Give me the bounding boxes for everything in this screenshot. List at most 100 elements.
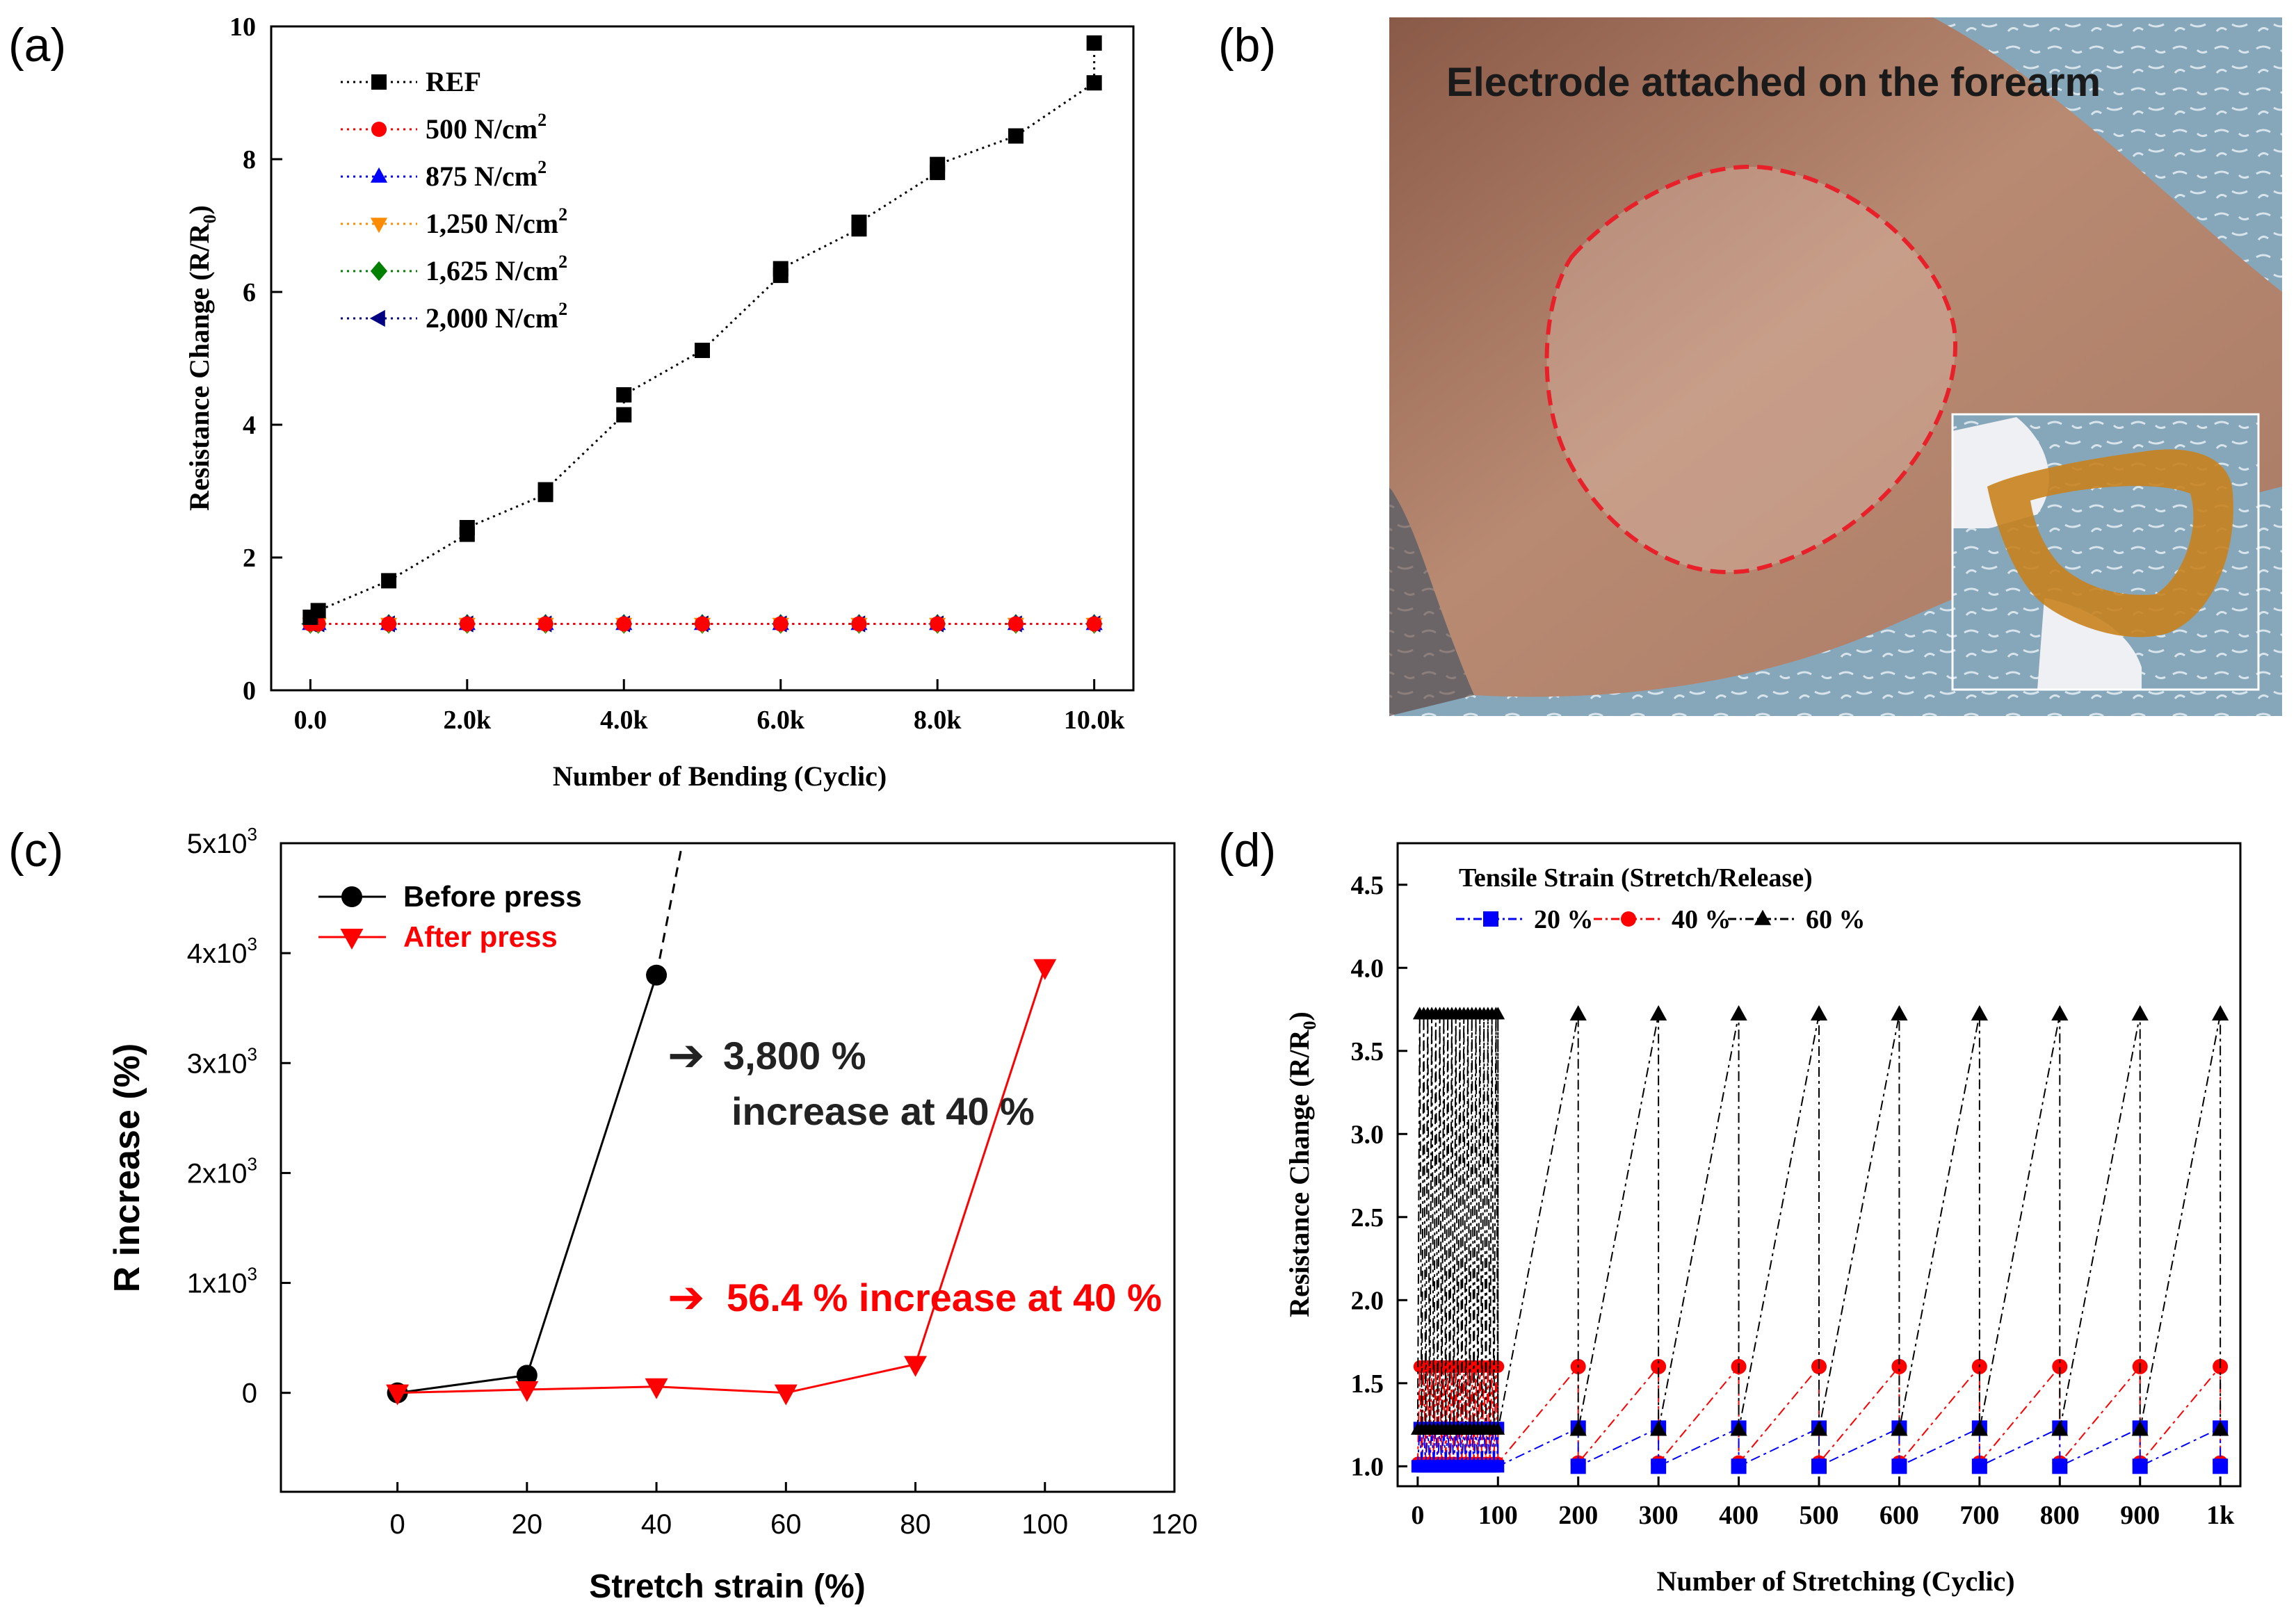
y-tick-label: 10 (229, 13, 256, 42)
data-point (1569, 1420, 1587, 1436)
y-tick-label: 1x103 (187, 1264, 257, 1299)
series-line (397, 975, 658, 1394)
legend-title: Tensile Strain (Stretch/Release) (1459, 863, 1813, 893)
plot-frame (270, 25, 1135, 692)
y-tick-label: 4.5 (1351, 871, 1384, 900)
data-point (616, 616, 632, 632)
data-point (381, 616, 397, 632)
data-point (1730, 1004, 1747, 1020)
data-point (773, 616, 789, 632)
legend-marker (1754, 909, 1772, 925)
legend-label: After press (403, 920, 558, 953)
legend-label: REF (426, 66, 481, 97)
x-tick-label: 600 (1879, 1501, 1919, 1530)
data-point (1730, 1420, 1747, 1436)
x-tick-label: 0 (389, 1509, 405, 1540)
photo-caption: Electrode attached on the forearm (1446, 60, 2101, 105)
legend-marker (369, 309, 385, 327)
y-tick-label: 0 (242, 1378, 257, 1409)
data-point (646, 964, 668, 986)
data-point (1971, 1420, 1988, 1436)
x-tick-label: 700 (1959, 1501, 1999, 1530)
y-tick-label: 5x103 (187, 824, 257, 859)
legend-marker (1621, 911, 1636, 927)
data-point (1891, 1004, 1908, 1020)
data-point (2213, 1458, 2229, 1474)
y-tick-label: 4x103 (187, 934, 257, 969)
x-tick-label: 8.0k (914, 706, 962, 735)
y-axis-label: R increase (%) (107, 1043, 147, 1292)
legend-label: 60 % (1806, 905, 1866, 934)
legend: Before press After press (318, 880, 582, 953)
x-tick-label: 60 (770, 1509, 802, 1540)
y-tick-label: 1.0 (1351, 1452, 1384, 1481)
series-line (1416, 1014, 2222, 1430)
data-point (1651, 1358, 1667, 1374)
data-point (2212, 1004, 2229, 1020)
data-point (1971, 1458, 1987, 1474)
x-tick-label: 500 (1800, 1501, 1839, 1530)
x-tick-label: 120 (1151, 1509, 1198, 1540)
data-point (2212, 1420, 2229, 1436)
data-point (1491, 1007, 1505, 1020)
panel-label-d: (d) (1218, 824, 1276, 877)
data-point (930, 616, 946, 632)
data-point (1891, 1458, 1907, 1474)
y-axis-label: Resistance Change (R/R0) (184, 205, 220, 511)
annotation-before: ➔ 3,800 % increase at 40 % (668, 1030, 1035, 1133)
data-point (851, 214, 867, 230)
data-point (904, 1356, 928, 1377)
data-point (2131, 1004, 2149, 1020)
x-tick-label: 300 (1639, 1501, 1679, 1530)
series-500-n-cm (302, 616, 1102, 632)
y-axis-label: Resistance Change (R/R0) (1284, 1011, 1320, 1317)
extrapolation-line (655, 843, 684, 976)
legend-marker (340, 929, 364, 950)
stretch-strain-chart: 0 20 40 60 80 100 120 0 1x103 2x103 3x103 4x103 5x1… (107, 824, 1197, 1605)
data-point (1570, 1458, 1586, 1474)
y-tick-label: 0 (243, 676, 256, 706)
data-point (1491, 1422, 1505, 1435)
data-point (2052, 1358, 2068, 1374)
inset-border (1951, 413, 2260, 691)
forearm-photo: Electrode attached on the forearm (1389, 17, 2282, 716)
annotation-arrow-before: ➔ (668, 1030, 705, 1080)
data-point (459, 520, 475, 536)
y-tick-label: 1.5 (1351, 1369, 1384, 1399)
x-tick-label: 0.0 (294, 706, 328, 735)
x-tick-label: 4.0k (600, 706, 649, 735)
data-point (1971, 1004, 1988, 1020)
x-tick-label: 900 (2120, 1501, 2160, 1530)
electrode-outline (1544, 164, 1957, 575)
data-point (2132, 1458, 2148, 1474)
data-point (774, 1384, 798, 1406)
x-tick-label: 800 (2040, 1501, 2080, 1530)
data-point (1491, 1460, 1505, 1473)
data-point (1033, 959, 1057, 980)
data-point (515, 1381, 539, 1402)
y-tick-label: 3.0 (1351, 1120, 1384, 1149)
y-tick-label: 2x103 (187, 1153, 257, 1189)
data-point (1810, 1004, 1828, 1020)
data-point (2131, 1420, 2149, 1436)
data-point (1651, 1458, 1667, 1474)
y-tick-label: 3.5 (1351, 1037, 1384, 1066)
panel-label-a: (a) (8, 19, 66, 72)
x-axis-label: Number of Bending (Cyclic) (553, 760, 887, 792)
legend-marker (370, 218, 388, 234)
data-point (851, 616, 867, 632)
data-point (645, 1378, 668, 1399)
y-tick-label: 2.0 (1351, 1286, 1384, 1315)
data-point (1086, 75, 1102, 91)
x-tick-label: 80 (900, 1509, 931, 1540)
x-tick-label: 200 (1558, 1501, 1598, 1530)
data-point (1086, 35, 1102, 51)
data-point (537, 616, 553, 632)
data-point (1811, 1458, 1827, 1474)
legend-marker (371, 74, 387, 90)
inset-flexible-electrode (1987, 449, 2233, 637)
data-point (1086, 616, 1102, 632)
data-point (616, 407, 632, 423)
annotation-arrow-after: ➔ (668, 1272, 705, 1322)
data-point (695, 616, 710, 632)
